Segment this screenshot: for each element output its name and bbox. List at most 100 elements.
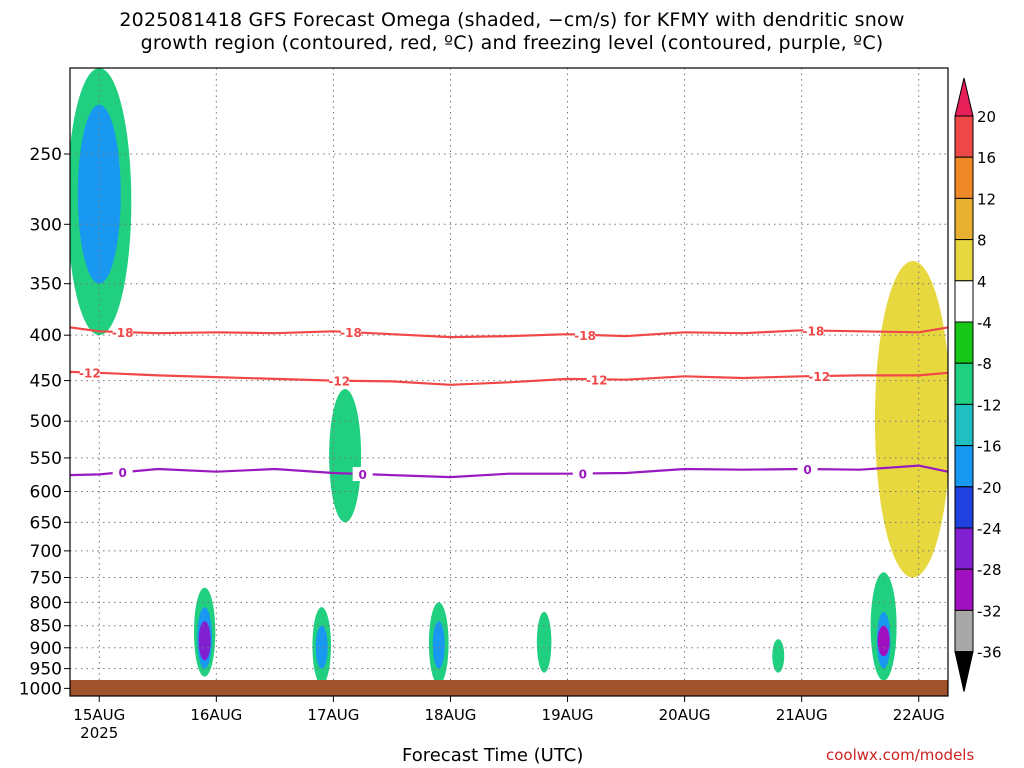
colorbar-swatch [954, 280, 974, 323]
contour-label-freezing-level: 0 [358, 468, 366, 482]
omega-region-12 [650, 582, 672, 669]
y-tick-label: 750 [30, 568, 62, 588]
contour-label-dgz-top: -18 [803, 325, 825, 339]
colorbar-label: -12 [977, 396, 1002, 414]
contour-label-bg [79, 365, 100, 380]
x-tick-label: 17AUG [307, 706, 359, 724]
omega-shading [70, 68, 948, 685]
y-axis: 2503003504004505005506006507007508008509… [19, 145, 70, 699]
colorbar-label: -8 [977, 355, 992, 373]
omega-region-1 [77, 104, 121, 284]
colorbar-label: 4 [977, 273, 987, 291]
colorbar-swatch [954, 527, 974, 570]
contour-label-bg [809, 369, 830, 384]
contour-label-bg [586, 372, 607, 387]
omega-region-16 [877, 625, 890, 657]
y-tick-label: 800 [30, 593, 62, 613]
omega-region-7 [288, 68, 391, 492]
grid-lines [70, 68, 948, 696]
y-tick-label: 850 [30, 617, 62, 637]
contour-label-bg [797, 462, 818, 477]
y-tick-label: 500 [30, 412, 62, 432]
contour-label-freezing-level: 0 [803, 463, 811, 477]
terrain-strip [70, 680, 948, 696]
colorbar-label: -4 [977, 314, 992, 332]
contour-label-bg [572, 466, 593, 481]
contour-label-bg [803, 323, 824, 338]
contour-label-dgz-bottom: -12 [328, 375, 350, 389]
x-tick-label: 18AUG [424, 706, 476, 724]
omega-region-13 [772, 639, 785, 673]
colorbar-swatch [954, 362, 974, 405]
omega-region-6 [315, 625, 328, 669]
y-tick-label: 550 [30, 449, 62, 469]
colorbar-label: 20 [977, 108, 996, 126]
contour-label-bg [575, 327, 596, 342]
colorbar-label: -20 [977, 479, 1002, 497]
contour-label-dgz-bottom: -12 [808, 370, 830, 384]
contour-label-bg [112, 465, 133, 480]
colorbar-swatch [954, 609, 974, 653]
colorbar-label: -32 [977, 602, 1002, 620]
colorbar-label: -16 [977, 438, 1002, 456]
y-tick-label: 700 [30, 542, 62, 562]
chart-title-line1: 2025081418 GFS Forecast Omega (shaded, −… [119, 9, 905, 31]
colorbar-top-arrow [954, 77, 974, 117]
contour-label-bg [112, 325, 133, 340]
y-tick-label: 450 [30, 372, 62, 392]
contour-label-dgz-top: -18 [574, 329, 596, 343]
y-tick-label: 900 [30, 639, 62, 659]
x-axis-title: Forecast Time (UTC) [402, 745, 584, 766]
y-tick-label: 250 [30, 145, 62, 165]
y-tick-label: 1000 [19, 679, 62, 699]
x-tick-label: 21AUG [776, 706, 828, 724]
contour-label-freezing-level: 0 [579, 468, 587, 482]
colorbar-label: 8 [977, 232, 987, 250]
x-tick-label: 19AUG [542, 706, 594, 724]
colorbar-label: 16 [977, 149, 996, 167]
contour-label-dgz-bottom: -12 [79, 367, 101, 381]
y-tick-label: 350 [30, 275, 62, 295]
colorbar-swatch [954, 486, 974, 529]
colorbar-swatch [954, 197, 974, 241]
x-tick-label: 16AUG [190, 706, 242, 724]
colorbar-swatch [954, 568, 974, 611]
contour-label-bg [340, 325, 361, 340]
colorbar-swatch [954, 445, 974, 488]
colorbar-label: -28 [977, 561, 1002, 579]
omega-region-8 [329, 389, 362, 523]
credit-link[interactable]: coolwx.com/models [826, 746, 975, 764]
y-tick-label: 600 [30, 482, 62, 502]
contour-label-dgz-top: -18 [340, 326, 362, 340]
colorbar-swatch [954, 321, 974, 364]
colorbar-swatch [954, 403, 974, 447]
contour-label-bg [352, 467, 373, 482]
x-tick-sublabel: 2025 [80, 724, 118, 742]
y-tick-label: 300 [30, 215, 62, 235]
chart-title-line2: growth region (contoured, red, ºC) and f… [140, 32, 884, 54]
x-tick-label: 15AUG [73, 706, 125, 724]
contour-label-bg [329, 373, 350, 388]
colorbar-swatch [954, 239, 974, 282]
x-tick-label: 20AUG [659, 706, 711, 724]
omega-region-18 [874, 261, 948, 578]
colorbar-label: 12 [977, 190, 996, 208]
contour-label-freezing-level: 0 [119, 466, 127, 480]
x-tick-label: 22AUG [893, 706, 945, 724]
plot-frame [69, 67, 949, 697]
omega-region-11 [536, 611, 552, 673]
colorbar-label: -36 [977, 644, 1002, 662]
omega-region-10 [432, 621, 445, 669]
y-tick-label: 950 [30, 660, 62, 680]
colorbar-bottom-arrow [954, 651, 974, 692]
colorbar: 20 16 12 8 4 -4 -8 -12 -16 -20 -24 -28 -32 -36 [954, 77, 1002, 692]
temperature-contours: -18 -18 -18 -18 -12 -12 -12 -12 0 0 0 0 [70, 323, 948, 482]
y-tick-label: 400 [30, 326, 62, 346]
contour-label-dgz-bottom: -12 [586, 373, 608, 387]
colorbar-label: -24 [977, 520, 1002, 538]
colorbar-swatch [954, 115, 974, 158]
colorbar-swatch [954, 156, 974, 199]
contour-label-dgz-top: -18 [112, 326, 134, 340]
